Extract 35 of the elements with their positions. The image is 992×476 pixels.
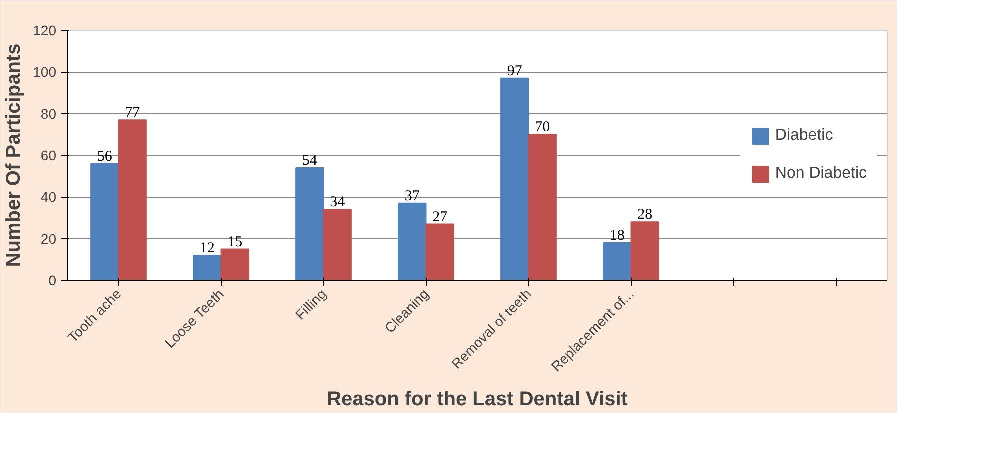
y-tick-label: 20 — [40, 230, 57, 247]
bar — [296, 168, 324, 280]
data-label: 54 — [302, 153, 318, 169]
data-label: 12 — [200, 240, 215, 256]
data-label: 28 — [638, 207, 653, 224]
x-axis-title: Reason for the Last Dental Visit — [327, 388, 628, 410]
bar — [323, 209, 352, 280]
y-tick-label: 120 — [33, 22, 57, 38]
legend-label: Non Diabetic — [775, 165, 867, 183]
data-label: 18 — [610, 228, 625, 244]
bar — [193, 255, 222, 280]
bar — [528, 134, 557, 280]
bar — [426, 224, 454, 280]
y-axis-title: Number Of Participants — [3, 44, 26, 268]
bar — [500, 78, 530, 280]
y-tick-label: 40 — [40, 189, 57, 206]
bar — [398, 202, 427, 280]
data-label: 37 — [404, 188, 420, 204]
legend-label: Diabetic — [775, 127, 834, 145]
data-label: 15 — [228, 234, 243, 250]
data-label: 70 — [535, 120, 550, 136]
bar — [118, 120, 147, 280]
bar — [603, 242, 632, 280]
data-label: 97 — [507, 63, 523, 80]
y-tick-label: 60 — [40, 148, 57, 164]
data-label: 27 — [432, 209, 448, 226]
bar — [630, 222, 660, 280]
bar — [220, 248, 250, 280]
data-label: 56 — [97, 148, 113, 165]
bar — [90, 163, 120, 280]
data-label: 34 — [330, 194, 346, 211]
y-tick-label: 0 — [48, 272, 57, 288]
data-label: 77 — [125, 105, 141, 122]
y-tick-label: 80 — [40, 106, 57, 122]
y-tick-label: 100 — [33, 64, 57, 80]
